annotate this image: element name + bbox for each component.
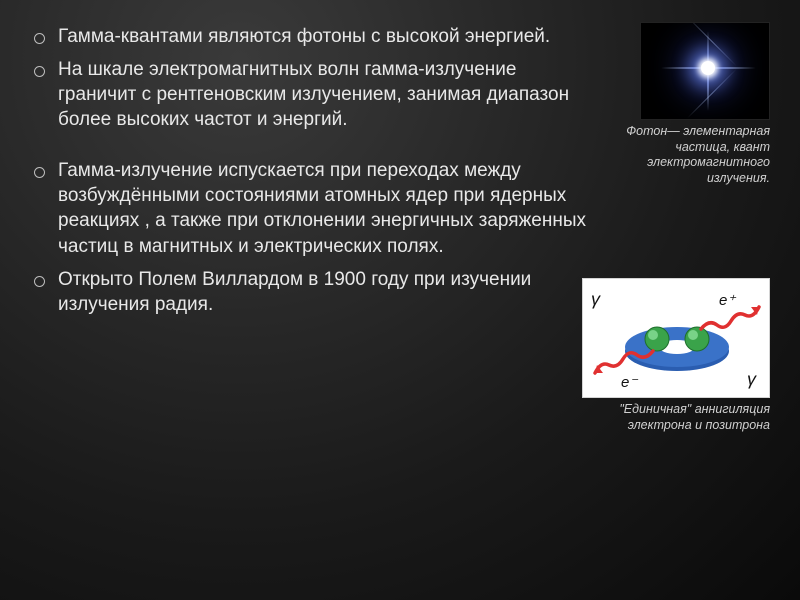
lens-flare-spike — [687, 68, 737, 118]
e-minus-label: e⁻ — [621, 374, 638, 391]
gamma-wave-top — [701, 307, 759, 329]
photon-flare-core — [701, 61, 715, 75]
bullet-item: На шкале электромагнитных волн гамма-изл… — [30, 57, 595, 132]
figure-annihilation: γ γ e⁺ e⁻ "Единичная" аннигиляция электр… — [582, 278, 770, 433]
figure-caption: Фотон— элементарная частица, квант элект… — [600, 124, 770, 187]
lens-flare-spike — [687, 22, 737, 67]
slide: Гамма-квантами являются фотоны с высокой… — [0, 0, 800, 600]
bullet-item: Гамма-излучение испускается при перехода… — [30, 158, 595, 258]
positron-sphere — [685, 327, 709, 351]
e-plus-label: e⁺ — [719, 292, 736, 309]
bullet-list-container: Гамма-квантами являются фотоны с высокой… — [30, 24, 595, 317]
bullet-item: Открыто Полем Виллардом в 1900 году при … — [30, 267, 595, 317]
bullet-group-1: Гамма-квантами являются фотоны с высокой… — [30, 24, 595, 132]
bullet-group-2: Гамма-излучение испускается при перехода… — [30, 158, 595, 316]
photon-image — [640, 22, 770, 120]
figure-caption: "Единичная" аннигиляция электрона и пози… — [582, 402, 770, 433]
electron-sphere — [645, 327, 669, 351]
annihilation-image: γ γ e⁺ e⁻ — [582, 278, 770, 398]
annihilation-svg: γ γ e⁺ e⁻ — [583, 279, 770, 398]
gamma-label: γ — [591, 289, 601, 309]
figure-photon: Фотон— элементарная частица, квант элект… — [600, 22, 770, 187]
bullet-item: Гамма-квантами являются фотоны с высокой… — [30, 24, 595, 49]
gamma-label: γ — [747, 369, 757, 389]
